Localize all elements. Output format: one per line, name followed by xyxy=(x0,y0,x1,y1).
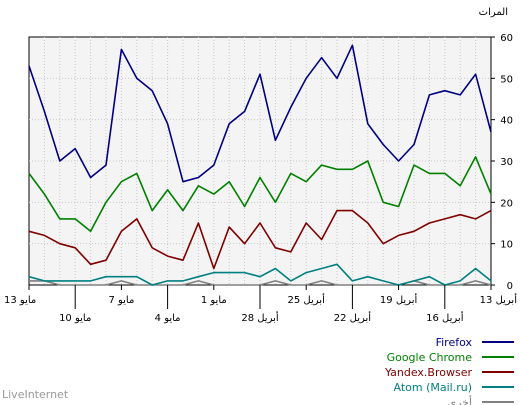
legend-label: Yandex.Browser xyxy=(384,366,473,379)
x-tick-label: 22 أبريل xyxy=(334,311,372,324)
y-axis-unit-label: المرات xyxy=(479,7,508,18)
grid xyxy=(29,37,491,285)
legend-label: Google Chrome xyxy=(387,351,473,364)
legend-label: أخرى xyxy=(447,395,472,405)
x-tick-label: 4 مايو xyxy=(155,313,181,324)
legend: Firefox Google Chrome Yandex.Browser Atom (… xyxy=(384,336,514,405)
x-tick-label: 1 مايو xyxy=(201,295,227,306)
y-tick-label: 20 xyxy=(500,198,513,209)
x-tick-label: 10 مايو xyxy=(59,313,91,324)
series-line xyxy=(28,156,492,233)
x-tick-label: 25 أبريل xyxy=(288,293,326,306)
x-tick-label: 28 أبريل xyxy=(241,311,279,324)
series-line xyxy=(28,44,492,183)
y-tick-label: 10 xyxy=(500,240,513,251)
x-tick-label: 16 أبريل xyxy=(426,311,464,324)
y-tick-label: 0 xyxy=(507,281,513,292)
x-tick-label: 19 أبريل xyxy=(380,293,418,306)
series-line xyxy=(28,263,492,286)
y-tick-label: 40 xyxy=(500,116,513,127)
legend-label: Firefox xyxy=(436,336,473,349)
series-lines xyxy=(28,44,492,286)
legend-label: Atom (Mail.ru) xyxy=(393,381,472,394)
x-tick-label: 13 أبريل xyxy=(480,293,518,306)
brand-label: LiveInternet xyxy=(2,388,69,401)
y-tick-label: 60 xyxy=(500,33,513,44)
series-line xyxy=(28,209,492,270)
axes: 0 10 20 30 40 50 60 13 مايو 10 مايو 7 مايو 4 مايو 1… xyxy=(4,33,517,324)
x-tick-label: 7 مايو xyxy=(108,295,134,306)
x-tick-label: 13 مايو xyxy=(4,295,36,306)
y-tick-label: 50 xyxy=(500,74,513,85)
y-tick-label: 30 xyxy=(500,157,513,168)
